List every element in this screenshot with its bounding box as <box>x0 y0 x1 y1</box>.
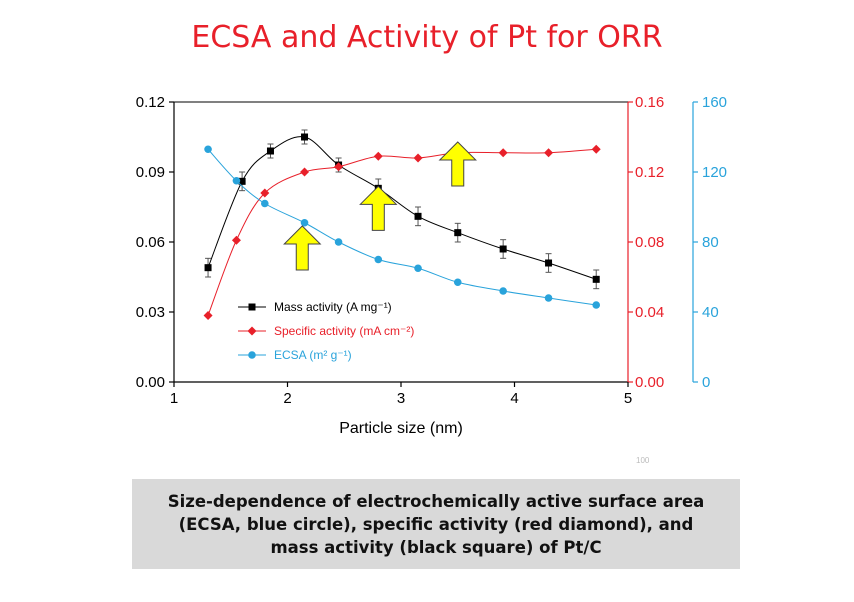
yellow-up-arrow <box>359 185 398 231</box>
legend-marker-diamond <box>247 326 257 336</box>
mass-activity-point <box>545 259 553 267</box>
right-ecsa-tick-label: 0 <box>702 374 710 391</box>
specific-activity-point <box>231 235 241 245</box>
right-ecsa-tick-label: 40 <box>702 304 719 321</box>
mass-activity-point <box>266 147 274 155</box>
mass-activity-point <box>454 229 462 237</box>
right-specific-tick-label: 0.04 <box>635 304 664 321</box>
caption-box: Size-dependence of electrochemically act… <box>132 479 740 569</box>
specific-activity-point <box>591 144 601 154</box>
mass-activity-point <box>414 212 422 220</box>
mass-activity-point <box>204 264 212 272</box>
x-tick-label: 1 <box>170 390 178 407</box>
series-line-diamond <box>207 148 597 316</box>
specific-activity-point <box>260 188 270 198</box>
right-specific-tick-label: 0.16 <box>635 94 664 111</box>
slide-number: 100 <box>636 456 650 465</box>
right-ecsa-tick-label: 80 <box>702 234 719 251</box>
specific-activity-point <box>300 167 310 177</box>
ecsa-point <box>261 199 269 208</box>
figure-caption: Size-dependence of electrochemically act… <box>167 491 705 557</box>
right-specific-tick-label: 0.08 <box>635 234 664 251</box>
right-ecsa-tick-label: 160 <box>702 94 727 111</box>
x-tick-label: 4 <box>510 390 518 407</box>
mass-activity-point <box>238 177 246 185</box>
x-axis-title: Particle size (nm) <box>339 420 463 437</box>
ecsa-point <box>453 278 462 287</box>
right-specific-tick-label: 0.12 <box>635 164 664 181</box>
ecsa-point <box>499 287 507 295</box>
left-tick-label: 0.00 <box>136 374 165 391</box>
yellow-up-arrow <box>438 141 477 187</box>
series-line-circle <box>207 148 597 306</box>
ecsa-point <box>544 294 553 302</box>
legend-label: ECSA (m² g⁻¹) <box>274 348 352 362</box>
mass-activity-point <box>301 133 309 141</box>
ecsa-point <box>592 301 601 309</box>
left-tick-label: 0.03 <box>136 304 165 321</box>
left-tick-label: 0.12 <box>136 94 165 111</box>
right-specific-tick-label: 0.00 <box>635 374 664 391</box>
slide-title: ECSA and Activity of Pt for ORR <box>191 20 663 55</box>
specific-activity-point <box>203 311 213 320</box>
specific-activity-point <box>334 162 344 172</box>
series-line-square <box>207 136 597 280</box>
x-tick-label: 5 <box>624 390 632 407</box>
specific-activity-point <box>544 148 554 158</box>
left-tick-label: 0.06 <box>136 234 165 251</box>
legend-label: Specific activity (mA cm⁻²) <box>274 324 414 338</box>
mass-activity-point <box>499 245 507 253</box>
chart: 0.00 0.03 0.06 0.09 0.12 0.00 0.04 0.08 0.12 0.16… <box>136 94 727 437</box>
left-tick-label: 0.09 <box>136 164 165 181</box>
ecsa-point <box>232 176 241 185</box>
yellow-up-arrow <box>283 225 322 271</box>
specific-activity-point <box>498 148 508 158</box>
x-tick-label: 2 <box>283 390 291 407</box>
ecsa-point <box>374 255 383 264</box>
x-tick-label: 3 <box>397 390 405 407</box>
ecsa-point <box>414 264 422 273</box>
mass-activity-point <box>592 275 600 283</box>
ecsa-point <box>334 238 343 246</box>
ecsa-point <box>204 145 212 154</box>
specific-activity-point <box>373 151 383 161</box>
legend-label: Mass activity (A mg⁻¹) <box>274 300 392 314</box>
legend-marker-square <box>248 303 256 311</box>
specific-activity-point <box>413 153 423 163</box>
legend-marker-circle <box>248 351 256 359</box>
right-ecsa-tick-label: 120 <box>702 164 727 181</box>
ecsa-point <box>300 218 309 227</box>
